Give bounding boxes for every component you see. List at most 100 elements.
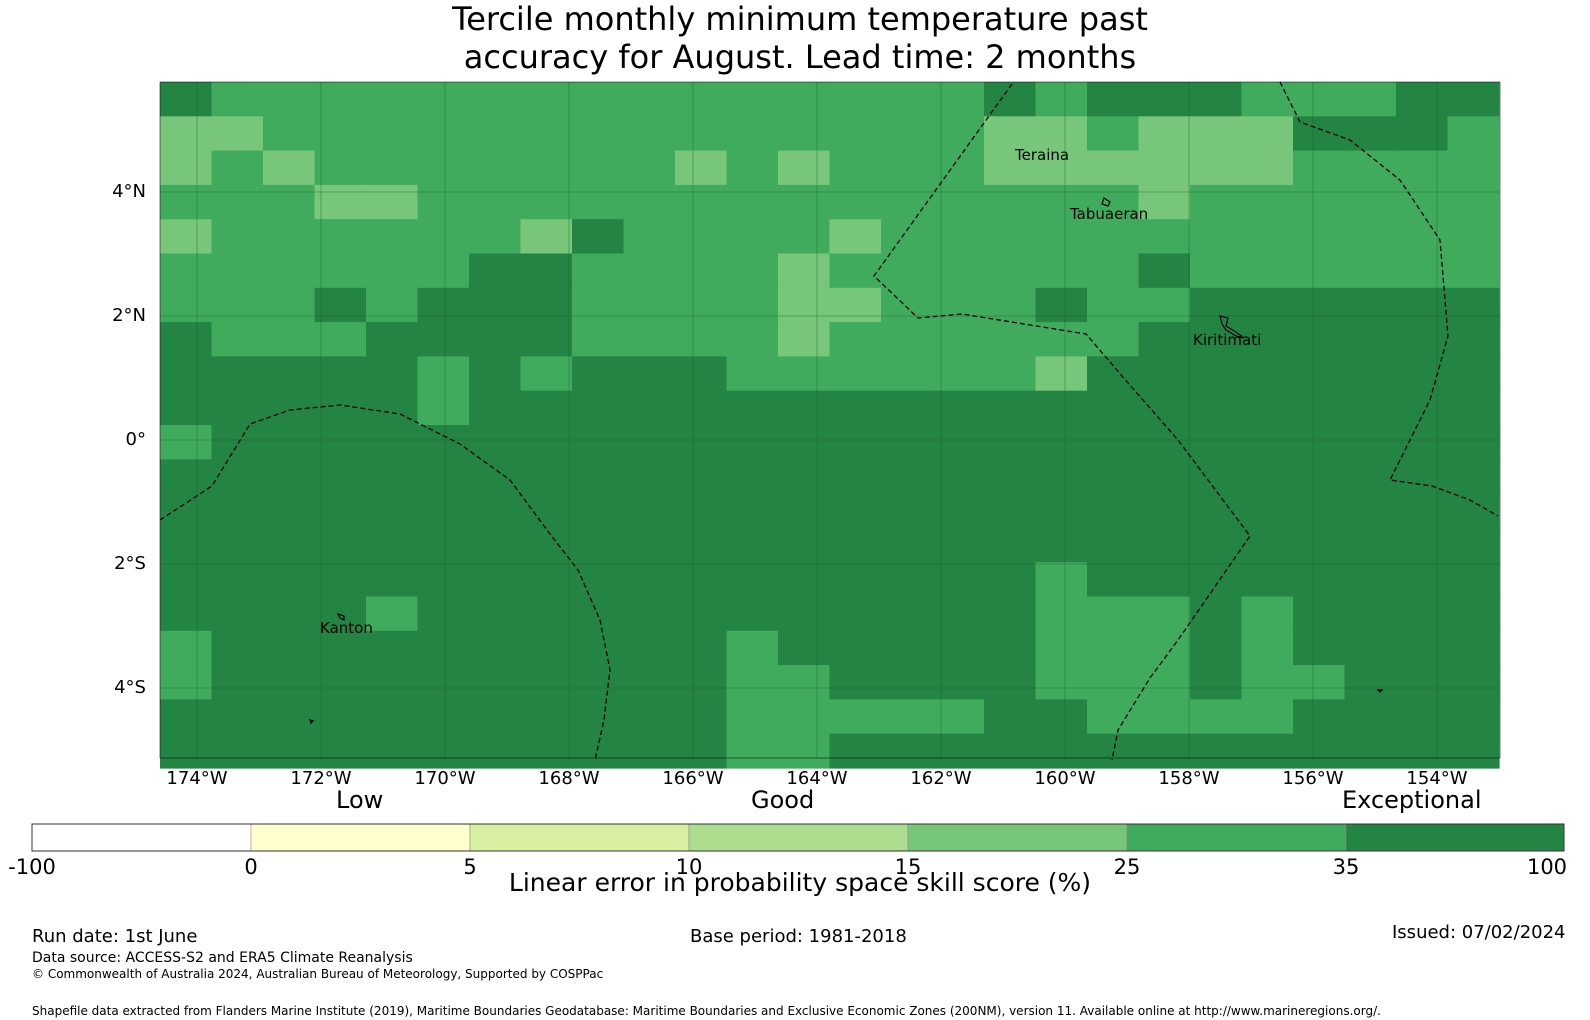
grid-cell — [932, 219, 985, 255]
grid-cell — [520, 116, 573, 152]
grid-cell — [314, 116, 367, 152]
grid-cell — [211, 425, 264, 460]
grid-cell — [314, 253, 367, 289]
grid-cell — [623, 665, 676, 700]
grid-cell — [572, 665, 625, 700]
grid-cell — [211, 356, 264, 392]
grid-cell — [984, 219, 1037, 255]
grid-cell — [984, 116, 1037, 152]
grid-cell — [314, 665, 367, 700]
grid-cell — [726, 665, 779, 700]
copyright: © Commonwealth of Australia 2024, Austra… — [32, 967, 604, 981]
grid-cell — [469, 219, 522, 255]
grid-cell — [417, 459, 470, 495]
grid-cell — [1087, 322, 1140, 357]
grid-cell — [623, 356, 676, 392]
grid-cell — [1035, 322, 1088, 357]
kiritimati-island-shape — [1219, 315, 1245, 339]
grid-cell — [726, 184, 779, 220]
grid-cell — [1447, 287, 1500, 323]
grid-cell — [1035, 82, 1088, 117]
grid-cell — [623, 493, 676, 529]
grid-cell — [469, 287, 522, 323]
grid-cell — [1138, 699, 1191, 735]
grid-cell — [881, 425, 934, 460]
lon-label-166w: 166°W — [662, 768, 724, 789]
grid-cell — [366, 82, 419, 117]
grid-cell — [778, 733, 831, 769]
grid-cell — [623, 733, 676, 769]
grid-cell — [623, 562, 676, 598]
grid-cell — [1293, 322, 1346, 357]
grid-cell — [1190, 287, 1243, 323]
grid-cell — [263, 287, 316, 323]
grid-cell — [829, 425, 882, 460]
grid-cell — [572, 425, 625, 460]
grid-cell — [1138, 82, 1191, 117]
grid-cell — [623, 527, 676, 563]
grid-cell — [469, 184, 522, 220]
grid-cell — [211, 562, 264, 598]
grid-cell — [778, 82, 831, 117]
grid-cell — [726, 390, 779, 426]
grid-cell — [314, 390, 367, 426]
grid-cell — [726, 562, 779, 598]
grid-cell — [1087, 82, 1140, 117]
grid-cell — [417, 596, 470, 632]
grid-cell — [1138, 184, 1191, 220]
grid-cell — [572, 322, 625, 357]
grid-cell — [366, 425, 419, 460]
grid-cell — [1241, 82, 1294, 117]
grid-cell — [1190, 596, 1243, 632]
grid-cell — [1138, 665, 1191, 700]
grid-cell — [1035, 425, 1088, 460]
grid-cell — [932, 596, 985, 632]
kanton-island-shape — [336, 612, 345, 621]
grid-cell — [829, 116, 882, 152]
grid-cell — [1035, 527, 1088, 563]
grid-cell — [1447, 493, 1500, 529]
grid-cell — [829, 596, 882, 632]
tabuaeran-island-shape — [1101, 197, 1111, 207]
grid-cell — [469, 322, 522, 357]
grid-cell — [829, 82, 882, 117]
grid-cell — [829, 390, 882, 426]
grid-cell — [1241, 150, 1294, 186]
grid-cell — [263, 219, 316, 255]
grid-cell — [469, 116, 522, 152]
grid-cell — [675, 527, 728, 563]
grid-cell — [417, 699, 470, 735]
grid-cell — [314, 562, 367, 598]
grid-cell — [366, 699, 419, 735]
grid-cell — [829, 562, 882, 598]
grid-cell — [417, 184, 470, 220]
grid-cell — [572, 459, 625, 495]
grid-cell — [984, 630, 1037, 666]
grid-cell — [417, 82, 470, 117]
grid-cell — [520, 596, 573, 632]
grid-cell — [520, 150, 573, 186]
colorbar-swatch — [469, 823, 690, 852]
grid-cell — [932, 665, 985, 700]
grid-cell — [211, 390, 264, 426]
grid-cell — [520, 630, 573, 666]
grid-cell — [623, 459, 676, 495]
grid-cell — [469, 596, 522, 632]
map-frame — [159, 81, 1501, 759]
grid-cell — [1447, 116, 1500, 152]
lon-label-154w: 154°W — [1406, 768, 1468, 789]
lon-label-172w: 172°W — [290, 768, 352, 789]
grid-cell — [1447, 630, 1500, 666]
grid-cell — [1087, 390, 1140, 426]
grid-cell — [675, 596, 728, 632]
grid-cell — [1138, 493, 1191, 529]
grid-cell — [1138, 733, 1191, 769]
grid-cell — [1138, 287, 1191, 323]
grid-cell — [160, 699, 213, 735]
grid-cell — [1241, 699, 1294, 735]
grid-cell — [1190, 150, 1243, 186]
grid-cell — [881, 630, 934, 666]
grid-cell — [829, 665, 882, 700]
grid-cell — [1138, 356, 1191, 392]
